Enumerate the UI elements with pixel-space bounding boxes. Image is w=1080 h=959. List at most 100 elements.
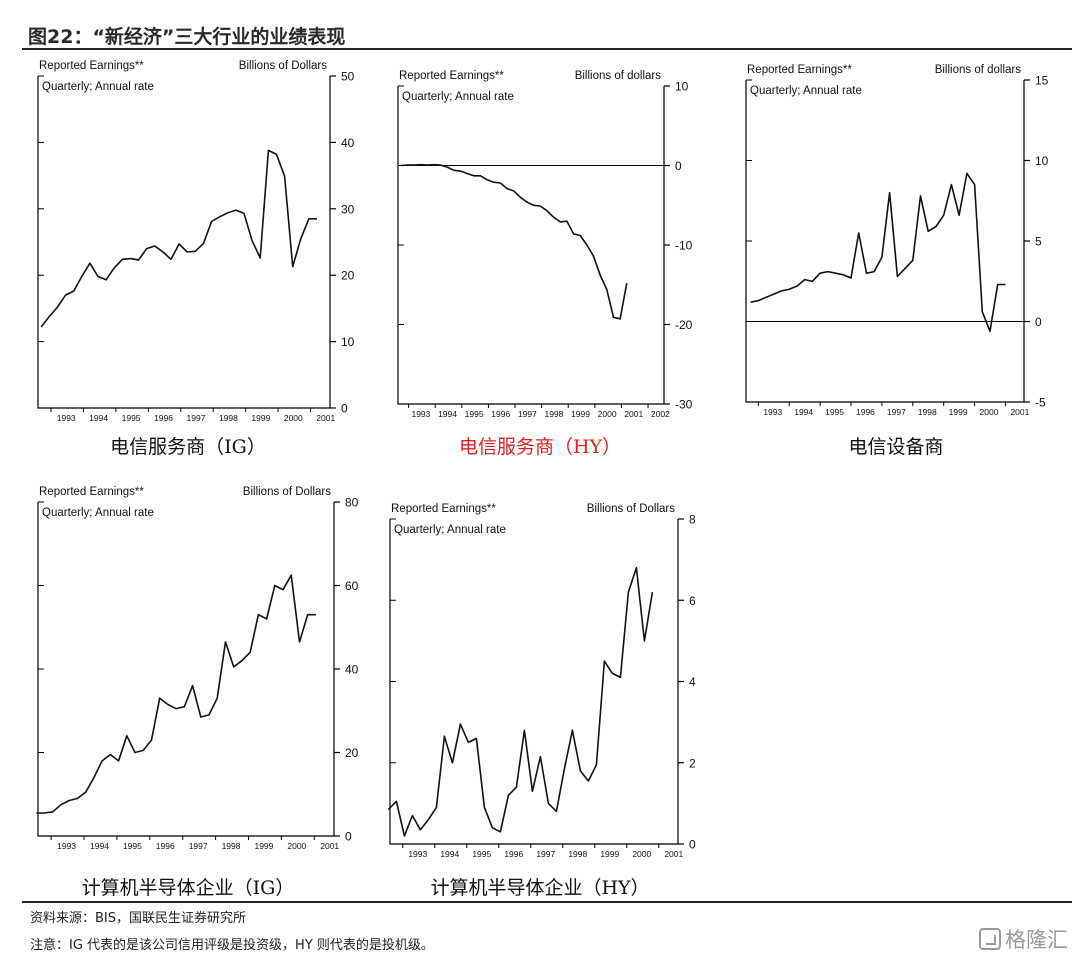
x-tick-label: 2000 (632, 849, 651, 859)
x-tick-label: 1996 (856, 407, 875, 417)
y-tick-label: 10 (1035, 154, 1049, 168)
x-tick-label: 1999 (949, 407, 968, 417)
x-tick-label: 1993 (57, 841, 76, 851)
chart-telecom-equipment: Reported Earnings** Billions of dollars Qu… (745, 64, 1049, 417)
x-tick-label: 1993 (408, 849, 427, 859)
x-tick-label: 1997 (189, 841, 208, 851)
chart-caption: 电信服务商（IG） (110, 436, 266, 458)
x-tick-label: 1996 (154, 413, 173, 423)
x-tick-label: 2001 (624, 409, 643, 419)
x-tick-label: 1994 (89, 413, 108, 423)
y-tick-label: 0 (1035, 315, 1042, 329)
x-tick-label: 2001 (1010, 407, 1029, 417)
bottom-rule (22, 901, 1072, 903)
x-tick-label: 2000 (598, 409, 617, 419)
y-tick-label: 40 (345, 663, 359, 677)
x-tick-label: 1995 (465, 409, 484, 419)
x-tick-label: 2000 (284, 413, 303, 423)
chart-caption: 计算机半导体企业（IG） (81, 877, 295, 899)
y-tick-label: 0 (689, 838, 696, 852)
x-tick-label: 1995 (122, 413, 141, 423)
x-tick-label: 1998 (918, 407, 937, 417)
x-tick-label: 1998 (222, 841, 241, 851)
y-tick-label: 10 (341, 335, 355, 349)
x-tick-label: 2001 (320, 841, 339, 851)
y-tick-label: 2 (689, 756, 696, 770)
y-tick-label: 0 (675, 159, 682, 173)
chart-caption: 电信设备商 (848, 436, 944, 458)
x-tick-label: 1995 (123, 841, 142, 851)
units-label: Billions of Dollars (243, 486, 331, 498)
y-tick-label: -20 (675, 318, 693, 332)
x-tick-label: 1997 (887, 407, 906, 417)
x-tick-label: 1993 (57, 413, 76, 423)
y-tick-label: 80 (345, 496, 359, 510)
x-tick-label: 1999 (251, 413, 270, 423)
x-tick-label: 1998 (568, 849, 587, 859)
y-tick-label: 15 (1035, 74, 1049, 88)
x-tick-label: 1997 (187, 413, 206, 423)
subheader-label: Quarterly; Annual rate (42, 81, 154, 93)
chart-telecom-services-hy: Reported Earnings** Billions of dollars Qu… (397, 70, 693, 419)
source-note: 资料来源：BIS，国联民生证券研究所 (30, 911, 247, 926)
chart-telecom-services-ig: Reported Earnings** Billions of Dollars Qu… (37, 60, 355, 423)
y-tick-label: 5 (1035, 235, 1042, 249)
y-tick-label: 0 (341, 402, 348, 416)
units-label: Billions of dollars (935, 64, 1022, 76)
x-tick-label: 2000 (287, 841, 306, 851)
series-line (40, 149, 317, 328)
header-left-label: Reported Earnings** (747, 64, 852, 76)
plot-frame (389, 519, 679, 845)
x-tick-label: 1997 (536, 849, 555, 859)
chart-caption: 计算机半导体企业（HY） (430, 877, 650, 899)
y-tick-label: 20 (341, 269, 355, 283)
series-line (400, 163, 628, 320)
x-tick-label: 1993 (763, 407, 782, 417)
x-tick-label: 2001 (664, 849, 683, 859)
subheader-label: Quarterly; Annual rate (42, 507, 154, 519)
chart-computer-semiconductor-ig: Reported Earnings** Billions of Dollars Qu… (36, 486, 359, 851)
x-tick-label: 1998 (544, 409, 563, 419)
footnote: 注意：IG 代表的是该公司信用评级是投资级，HY 则代表的是投机级。 (30, 938, 434, 953)
series-line (36, 574, 316, 814)
x-tick-label: 1993 (411, 409, 430, 419)
y-tick-label: -10 (675, 239, 693, 253)
y-tick-label: 6 (689, 594, 696, 608)
header-left-label: Reported Earnings** (39, 60, 144, 72)
units-label: Billions of Dollars (587, 503, 675, 515)
plot-frame (745, 80, 1025, 403)
x-tick-label: 1996 (504, 849, 523, 859)
x-tick-label: 1996 (491, 409, 510, 419)
x-tick-label: 1995 (472, 849, 491, 859)
series-line (387, 567, 654, 837)
figure-title: 图22：“新经济”三大行业的业绩表现 (28, 26, 346, 48)
x-tick-label: 1994 (438, 409, 457, 419)
units-label: Billions of dollars (575, 70, 662, 82)
y-tick-label: -5 (1035, 396, 1046, 410)
y-tick-label: 0 (345, 830, 352, 844)
x-tick-label: 1994 (794, 407, 813, 417)
y-tick-label: 4 (689, 675, 696, 689)
y-tick-label: -30 (675, 398, 693, 412)
subheader-label: Quarterly; Annual rate (394, 524, 506, 536)
chart-caption: 电信服务商（HY） (458, 436, 622, 458)
x-tick-label: 1997 (518, 409, 537, 419)
watermark-text: 格隆汇 (1005, 928, 1068, 952)
x-tick-label: 1999 (600, 849, 619, 859)
x-tick-label: 1998 (219, 413, 238, 423)
y-tick-label: 40 (341, 136, 355, 150)
x-tick-label: 2002 (651, 409, 670, 419)
chart-computer-semiconductor-hy: Reported Earnings** Billions of Dollars Qu… (387, 503, 696, 859)
x-tick-label: 1994 (440, 849, 459, 859)
header-left-label: Reported Earnings** (391, 503, 496, 515)
x-tick-label: 2000 (980, 407, 999, 417)
y-tick-label: 60 (345, 579, 359, 593)
y-tick-label: 10 (675, 80, 689, 94)
header-left-label: Reported Earnings** (39, 486, 144, 498)
x-tick-label: 1995 (825, 407, 844, 417)
plot-frame (37, 76, 331, 409)
plot-frame (397, 86, 665, 405)
x-tick-label: 1999 (571, 409, 590, 419)
subheader-label: Quarterly; Annual rate (750, 85, 862, 97)
y-tick-label: 20 (345, 746, 359, 760)
